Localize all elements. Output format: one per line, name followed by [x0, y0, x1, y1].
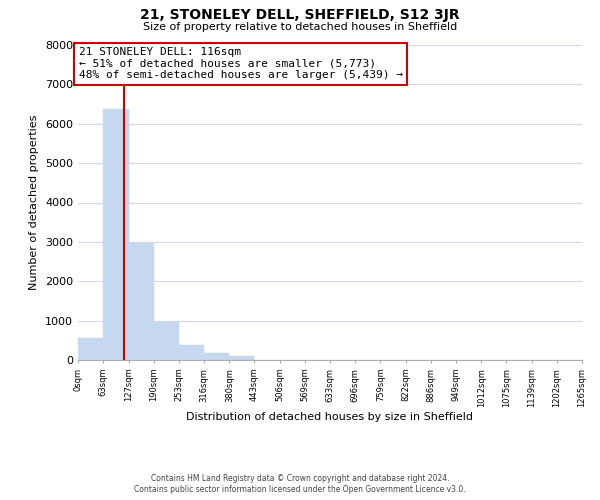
Bar	[204, 353, 229, 360]
Bar	[78, 338, 103, 360]
Bar	[179, 345, 204, 360]
Text: 21 STONELEY DELL: 116sqm
← 51% of detached houses are smaller (5,773)
48% of sem: 21 STONELEY DELL: 116sqm ← 51% of detach…	[79, 47, 403, 80]
Y-axis label: Number of detached properties: Number of detached properties	[29, 115, 40, 290]
Bar	[229, 356, 254, 360]
Text: Size of property relative to detached houses in Sheffield: Size of property relative to detached ho…	[143, 22, 457, 32]
Bar	[154, 322, 179, 360]
Text: Contains HM Land Registry data © Crown copyright and database right 2024.
Contai: Contains HM Land Registry data © Crown c…	[134, 474, 466, 494]
X-axis label: Distribution of detached houses by size in Sheffield: Distribution of detached houses by size …	[187, 412, 473, 422]
Bar	[103, 109, 128, 360]
Bar	[128, 243, 154, 360]
Text: 21, STONELEY DELL, SHEFFIELD, S12 3JR: 21, STONELEY DELL, SHEFFIELD, S12 3JR	[140, 8, 460, 22]
